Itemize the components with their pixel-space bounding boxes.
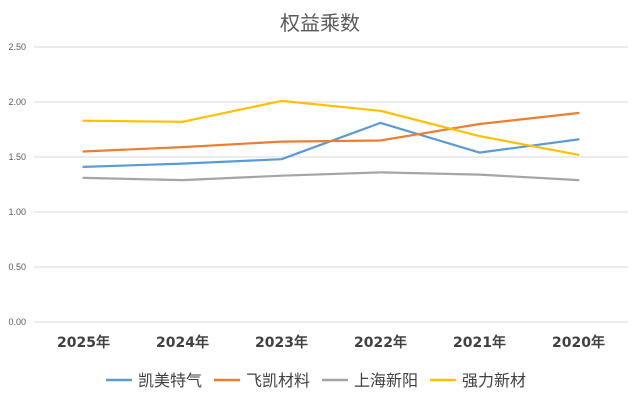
legend-label: 凯美特气 bbox=[138, 371, 202, 390]
legend-item: 凯美特气 bbox=[106, 371, 202, 390]
x-tick-label: 2023年 bbox=[255, 334, 308, 351]
y-tick-label: 1.00 bbox=[8, 207, 26, 217]
legend-label: 飞凯材料 bbox=[246, 371, 310, 390]
x-tick-label: 2020年 bbox=[552, 334, 605, 351]
x-tick-label: 2021年 bbox=[453, 334, 506, 351]
y-tick-label: 0.00 bbox=[8, 317, 26, 327]
series-line-3 bbox=[82, 171, 580, 182]
series-line-1 bbox=[82, 121, 580, 168]
legend-item: 上海新阳 bbox=[322, 371, 418, 390]
y-tick-label: 2.50 bbox=[8, 42, 26, 52]
y-tick-label: 0.50 bbox=[8, 262, 26, 272]
x-tick-label: 2022年 bbox=[354, 334, 407, 351]
y-axis-ticks: 0.00 0.50 1.00 1.50 2.00 2.50 bbox=[8, 42, 26, 327]
x-tick-label: 2025年 bbox=[57, 334, 110, 351]
legend-label: 强力新材 bbox=[462, 371, 526, 390]
series-line-4 bbox=[82, 99, 580, 156]
legend-label: 上海新阳 bbox=[354, 371, 418, 390]
series-line-2 bbox=[82, 111, 580, 153]
legend-item: 飞凯材料 bbox=[214, 371, 310, 390]
legend: 凯美特气 飞凯材料 上海新阳 强力新材 bbox=[106, 371, 526, 390]
chart-title: 权益乘数 bbox=[280, 11, 360, 35]
y-tick-label: 1.50 bbox=[8, 152, 26, 162]
series-lines bbox=[82, 99, 580, 182]
x-tick-label: 2024年 bbox=[156, 334, 209, 351]
legend-item: 强力新材 bbox=[430, 371, 526, 390]
y-tick-label: 2.00 bbox=[8, 97, 26, 107]
gridlines bbox=[34, 46, 628, 323]
x-axis-ticks: 2025年 2024年 2023年 2022年 2021年 2020年 bbox=[57, 334, 605, 351]
